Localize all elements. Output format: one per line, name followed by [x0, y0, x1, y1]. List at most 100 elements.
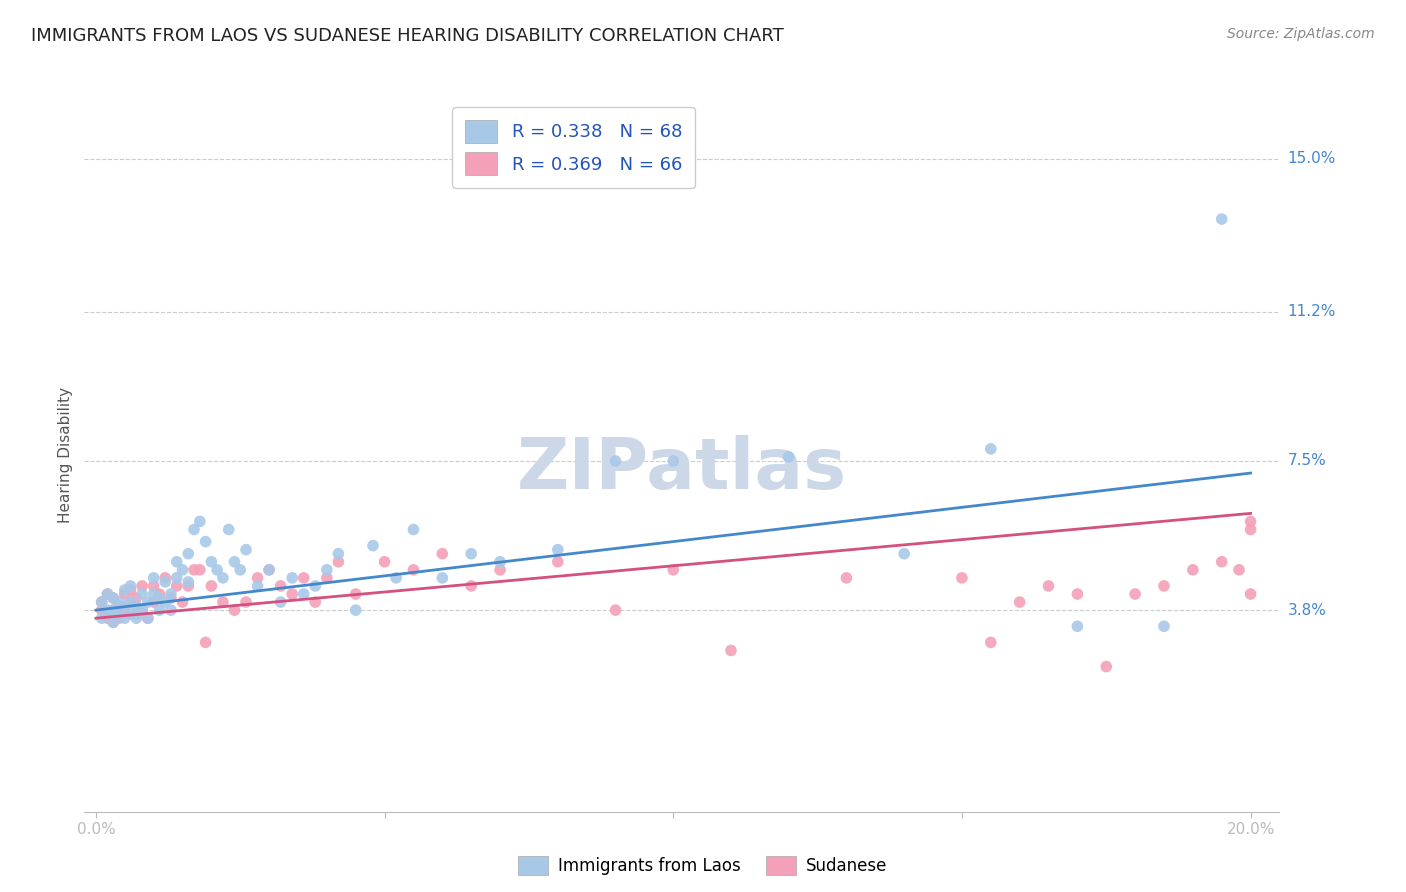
Point — [980, 442, 1002, 456]
Point — [460, 579, 482, 593]
Point — [778, 450, 800, 464]
Point — [662, 563, 685, 577]
Point — [281, 587, 304, 601]
Point — [177, 579, 200, 593]
Point — [108, 595, 131, 609]
Y-axis label: Hearing Disability: Hearing Disability — [58, 387, 73, 523]
Point — [90, 595, 112, 609]
Point — [205, 563, 228, 577]
Point — [489, 563, 512, 577]
Point — [224, 555, 246, 569]
Point — [136, 595, 159, 609]
Point — [96, 587, 118, 601]
Point — [90, 595, 112, 609]
Point — [893, 547, 915, 561]
Point — [120, 607, 142, 622]
Point — [183, 523, 205, 537]
Point — [172, 595, 194, 609]
Point — [114, 603, 136, 617]
Point — [605, 603, 627, 617]
Point — [662, 454, 685, 468]
Point — [131, 579, 153, 593]
Point — [344, 603, 367, 617]
Point — [432, 571, 454, 585]
Point — [460, 547, 482, 561]
Text: IMMIGRANTS FROM LAOS VS SUDANESE HEARING DISABILITY CORRELATION CHART: IMMIGRANTS FROM LAOS VS SUDANESE HEARING… — [31, 27, 783, 45]
Point — [96, 611, 118, 625]
Point — [304, 595, 326, 609]
Point — [950, 571, 973, 585]
Point — [131, 603, 153, 617]
Text: ZIPatlas: ZIPatlas — [517, 434, 846, 504]
Point — [1038, 579, 1060, 593]
Point — [1239, 587, 1261, 601]
Point — [177, 574, 200, 589]
Point — [120, 595, 142, 609]
Point — [177, 547, 200, 561]
Text: Source: ZipAtlas.com: Source: ZipAtlas.com — [1227, 27, 1375, 41]
Point — [1239, 523, 1261, 537]
Point — [374, 555, 396, 569]
Point — [142, 587, 165, 601]
Point — [114, 611, 136, 625]
Point — [218, 523, 240, 537]
Point — [980, 635, 1002, 649]
Point — [160, 603, 183, 617]
Point — [194, 635, 217, 649]
Point — [114, 582, 136, 597]
Text: 7.5%: 7.5% — [1288, 453, 1326, 468]
Point — [1153, 619, 1175, 633]
Point — [1227, 563, 1250, 577]
Point — [1153, 579, 1175, 593]
Text: 15.0%: 15.0% — [1288, 151, 1336, 166]
Point — [131, 587, 153, 601]
Point — [103, 615, 125, 630]
Point — [270, 595, 292, 609]
Point — [246, 579, 269, 593]
Point — [605, 454, 627, 468]
Point — [720, 643, 742, 657]
Point — [315, 563, 337, 577]
Point — [120, 579, 142, 593]
Point — [108, 599, 131, 613]
Point — [200, 555, 222, 569]
Point — [125, 611, 148, 625]
Point — [212, 595, 235, 609]
Point — [90, 603, 112, 617]
Point — [292, 587, 315, 601]
Point — [160, 587, 183, 601]
Point — [136, 611, 159, 625]
Point — [385, 571, 408, 585]
Point — [200, 579, 222, 593]
Point — [235, 595, 257, 609]
Point — [120, 595, 142, 609]
Point — [125, 591, 148, 605]
Point — [188, 563, 211, 577]
Point — [246, 571, 269, 585]
Point — [131, 603, 153, 617]
Point — [292, 571, 315, 585]
Point — [90, 611, 112, 625]
Point — [328, 547, 350, 561]
Legend: Immigrants from Laos, Sudanese: Immigrants from Laos, Sudanese — [510, 847, 896, 884]
Point — [212, 571, 235, 585]
Text: 3.8%: 3.8% — [1288, 603, 1327, 617]
Point — [281, 571, 304, 585]
Point — [103, 591, 125, 605]
Point — [1066, 619, 1088, 633]
Point — [344, 587, 367, 601]
Point — [136, 611, 159, 625]
Point — [188, 515, 211, 529]
Point — [166, 579, 188, 593]
Point — [108, 607, 131, 622]
Legend: R = 0.338   N = 68, R = 0.369   N = 66: R = 0.338 N = 68, R = 0.369 N = 66 — [451, 107, 695, 188]
Point — [125, 599, 148, 613]
Point — [153, 571, 176, 585]
Point — [142, 571, 165, 585]
Point — [224, 603, 246, 617]
Point — [402, 563, 425, 577]
Point — [96, 603, 118, 617]
Point — [120, 582, 142, 597]
Point — [103, 603, 125, 617]
Point — [547, 555, 569, 569]
